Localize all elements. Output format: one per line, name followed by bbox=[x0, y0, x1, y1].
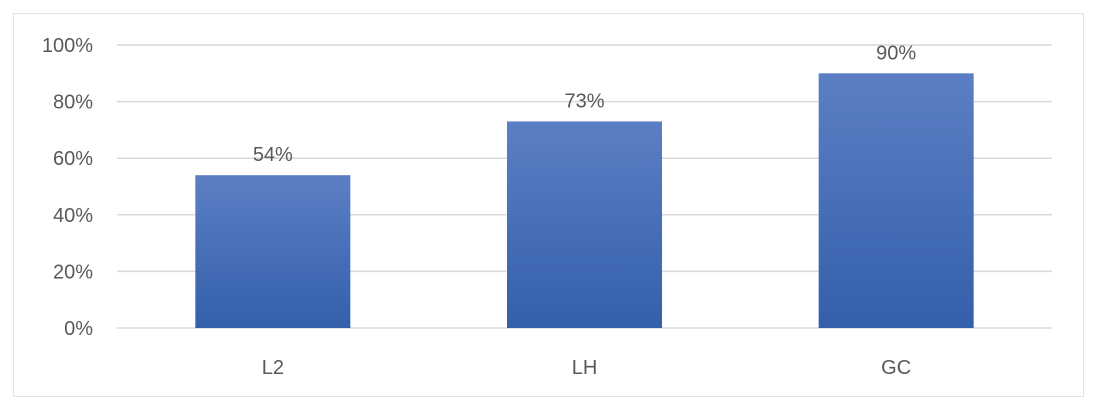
x-category-label: LH bbox=[572, 357, 598, 379]
y-tick-label: 40% bbox=[53, 205, 93, 227]
y-tick-label: 20% bbox=[53, 261, 93, 283]
x-category-label: GC bbox=[881, 357, 911, 379]
bar-l2 bbox=[195, 175, 351, 328]
y-tick-label: 100% bbox=[42, 35, 93, 57]
data-label: 54% bbox=[253, 144, 293, 166]
x-category-label: L2 bbox=[262, 357, 284, 379]
y-tick-label: 0% bbox=[64, 318, 93, 340]
bar-lh bbox=[507, 121, 662, 328]
data-label: 73% bbox=[564, 90, 604, 112]
data-label: 90% bbox=[876, 42, 916, 64]
bar-gc bbox=[818, 73, 974, 328]
y-tick-label: 80% bbox=[53, 92, 93, 114]
y-tick-label: 60% bbox=[53, 148, 93, 170]
chart-frame bbox=[13, 13, 1084, 397]
